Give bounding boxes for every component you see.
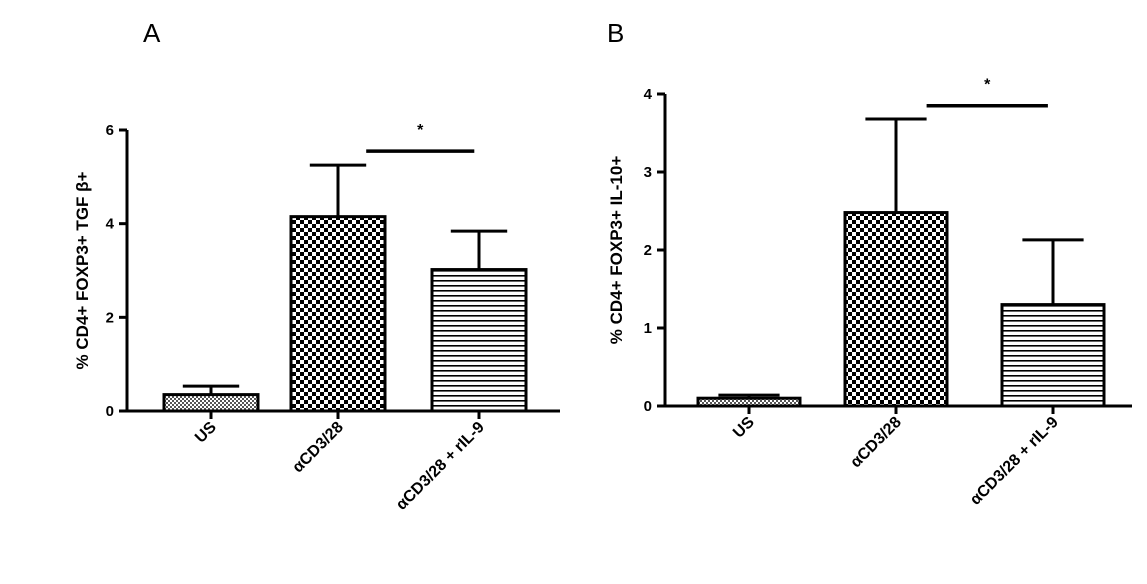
y-tick-label-1: 2 [106, 309, 114, 326]
category-label-2: αCD3/28 + rIL-9 [967, 414, 1062, 509]
bar-1 [843, 211, 949, 408]
y-tick-label-4: 4 [644, 86, 653, 103]
y-tick-label-1: 1 [644, 320, 652, 337]
chart-panel-b: 0 1 2 3 4 US αCD3/28 αCD3/28 + rIL-9 % CD4+ FOXP… [607, 77, 1132, 509]
bar-0 [162, 393, 260, 413]
y-tick-label-3: 6 [106, 122, 114, 139]
y-tick-label-2: 2 [644, 242, 652, 259]
chart-panel-a: 0 2 4 6 US αCD3/28 αCD3/28 + rIL-9 % CD4+ FOXP3… [73, 122, 560, 514]
category-label-0: US [730, 414, 758, 442]
category-label-2: αCD3/28 + rIL-9 [393, 419, 488, 514]
significance-star: * [417, 122, 424, 139]
y-tick-label-0: 0 [106, 403, 114, 420]
panel-label-b: B [607, 18, 625, 48]
category-label-0: US [192, 419, 220, 447]
category-label-1: αCD3/28 [847, 414, 904, 471]
category-label-1: αCD3/28 [289, 419, 346, 476]
significance-star: * [984, 77, 991, 94]
bar-2 [430, 268, 528, 413]
y-tick-label-2: 4 [106, 216, 115, 233]
y-tick-label-0: 0 [644, 398, 652, 415]
bar-2 [1000, 303, 1106, 408]
panel-label-a: A [143, 18, 161, 48]
y-tick-label-3: 3 [644, 164, 652, 181]
y-axis-title: % CD4+ FOXP3+ IL-10+ [607, 156, 626, 345]
y-axis-title: % CD4+ FOXP3+ TGF β+ [73, 171, 92, 369]
bar-1 [289, 215, 387, 413]
